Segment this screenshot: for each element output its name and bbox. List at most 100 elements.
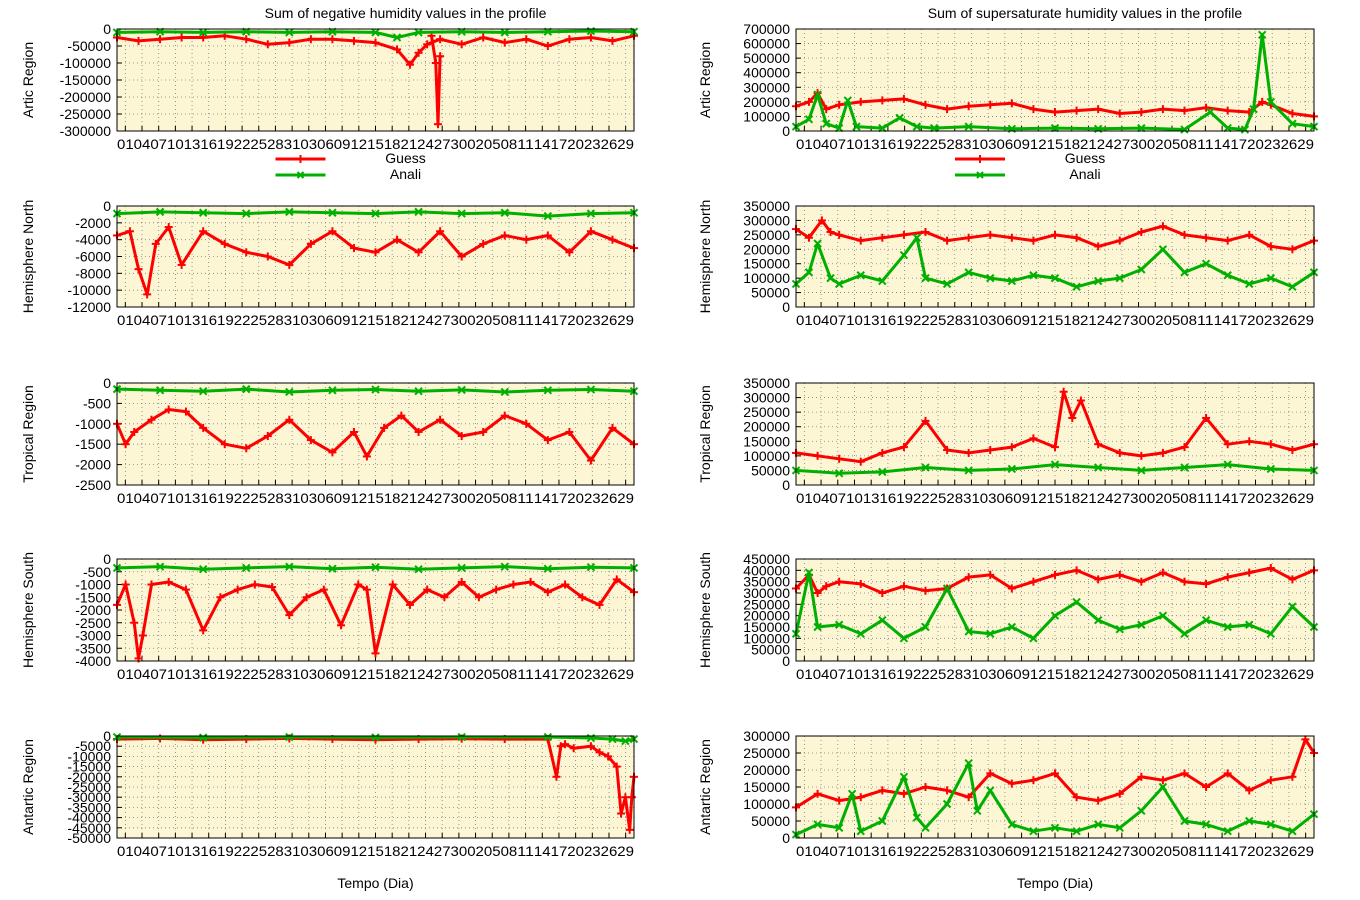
x-tick-label: 19: [896, 312, 913, 328]
data-point-anali: [1249, 104, 1258, 114]
legend-entry-anali: Anali: [275, 166, 421, 182]
x-tick-label: 14: [1214, 312, 1231, 328]
x-tick-label: 01: [117, 136, 134, 152]
data-point-guess: [181, 585, 190, 594]
data-point-guess: [804, 233, 813, 242]
data-point-anali: [878, 615, 887, 625]
data-point-guess: [1059, 387, 1068, 396]
x-tick-label: 12: [350, 312, 367, 328]
data-point-guess: [242, 35, 251, 44]
data-point-guess: [1094, 242, 1103, 251]
x-tick-label: 31: [284, 312, 301, 328]
chart-title: Sum of supersaturate humidity values in …: [928, 5, 1243, 21]
data-point-anali: [1007, 622, 1017, 632]
x-tick-label: 17: [551, 136, 568, 152]
data-point-guess: [440, 593, 449, 602]
y-tick-label: 250000: [743, 596, 790, 612]
y-tick-label: 200000: [743, 419, 790, 435]
x-tick-label: 10: [167, 843, 184, 859]
x-tick-label: 18: [384, 136, 401, 152]
data-point-anali: [1007, 464, 1017, 474]
data-point-anali: [328, 564, 337, 573]
x-tick-label: 28: [267, 666, 284, 682]
data-point-anali: [964, 466, 973, 475]
x-tick-label: 23: [584, 666, 601, 682]
data-point-anali: [847, 789, 857, 799]
data-point-guess: [354, 580, 363, 589]
data-point-anali: [986, 786, 995, 795]
data-point-guess: [835, 796, 844, 805]
series-line-anali: [116, 29, 635, 39]
x-tick-label: 02: [467, 136, 484, 152]
data-point-guess: [306, 35, 315, 44]
data-point-guess: [306, 436, 315, 445]
x-tick-label: 14: [534, 666, 551, 682]
x-tick-label: 05: [1164, 490, 1181, 506]
data-point-guess: [1137, 772, 1146, 781]
x-tick-label: 02: [467, 666, 484, 682]
x-tick-label: 11: [1197, 843, 1214, 859]
x-tick-label: 17: [1230, 666, 1247, 682]
y-tick-label: 150000: [743, 619, 790, 635]
y-tick-label: 0: [782, 477, 790, 493]
x-tick-label: 11: [517, 312, 534, 328]
x-tick-label: 11: [1197, 312, 1214, 328]
x-tick-label: 10: [167, 312, 184, 328]
x-tick-label: 02: [467, 490, 484, 506]
x-tick-label: 16: [200, 843, 217, 859]
data-point-guess: [380, 423, 389, 432]
x-tick-label: 05: [1164, 666, 1181, 682]
x-tick-label: 23: [584, 136, 601, 152]
data-point-guess: [595, 748, 604, 757]
x-tick-label: 22: [234, 136, 251, 152]
data-point-anali: [942, 799, 952, 809]
data-point-guess: [1245, 230, 1254, 239]
data-point-guess: [586, 33, 595, 42]
x-tick-label: 11: [517, 136, 534, 152]
data-point-guess: [130, 427, 139, 436]
y-tick-label: -2500: [75, 477, 111, 493]
y-tick-label: 600000: [743, 36, 790, 52]
x-tick-label: 16: [880, 666, 897, 682]
y-tick-label: -50000: [67, 830, 111, 846]
x-tick-label: 28: [946, 843, 963, 859]
data-point-guess: [1223, 440, 1232, 449]
data-point-anali: [328, 208, 337, 217]
data-point-guess: [569, 744, 578, 753]
data-point-guess: [595, 600, 604, 609]
x-tick-label: 17: [551, 666, 568, 682]
x-tick-label: 10: [167, 666, 184, 682]
data-point-guess: [1288, 109, 1297, 118]
x-tick-label: 22: [234, 312, 251, 328]
x-tick-label: 14: [534, 843, 551, 859]
data-point-guess: [397, 411, 406, 420]
y-tick-label: -35000: [67, 799, 111, 815]
x-tick-label: 02: [467, 312, 484, 328]
data-point-anali: [392, 33, 402, 42]
x-tick-label: 08: [501, 312, 518, 328]
data-point-guess: [164, 577, 173, 586]
x-axis-label: Tempo (Dia): [337, 875, 413, 891]
data-point-anali: [834, 469, 844, 478]
x-tick-label: 10: [167, 490, 184, 506]
y-tick-label: 300000: [743, 728, 790, 744]
data-point-guess: [199, 33, 208, 42]
data-point-anali: [964, 122, 973, 131]
data-point-anali: [198, 733, 208, 742]
y-tick-label: 250000: [743, 227, 790, 243]
x-tick-label: 29: [1297, 312, 1314, 328]
data-point-anali: [813, 622, 822, 632]
x-tick-label: 08: [501, 490, 518, 506]
y-tick-label: 0: [103, 375, 111, 391]
data-point-guess: [878, 233, 887, 242]
x-tick-label: 12: [350, 136, 367, 152]
data-point-anali: [155, 562, 165, 571]
x-tick-label: 11: [1197, 490, 1214, 506]
x-tick-label: 15: [1047, 843, 1064, 859]
data-point-anali: [964, 758, 973, 768]
x-tick-label: 03: [300, 312, 317, 328]
y-axis-label: Artic Region: [20, 42, 36, 118]
x-tick-label: 11: [1197, 136, 1214, 152]
data-point-guess: [147, 415, 156, 424]
